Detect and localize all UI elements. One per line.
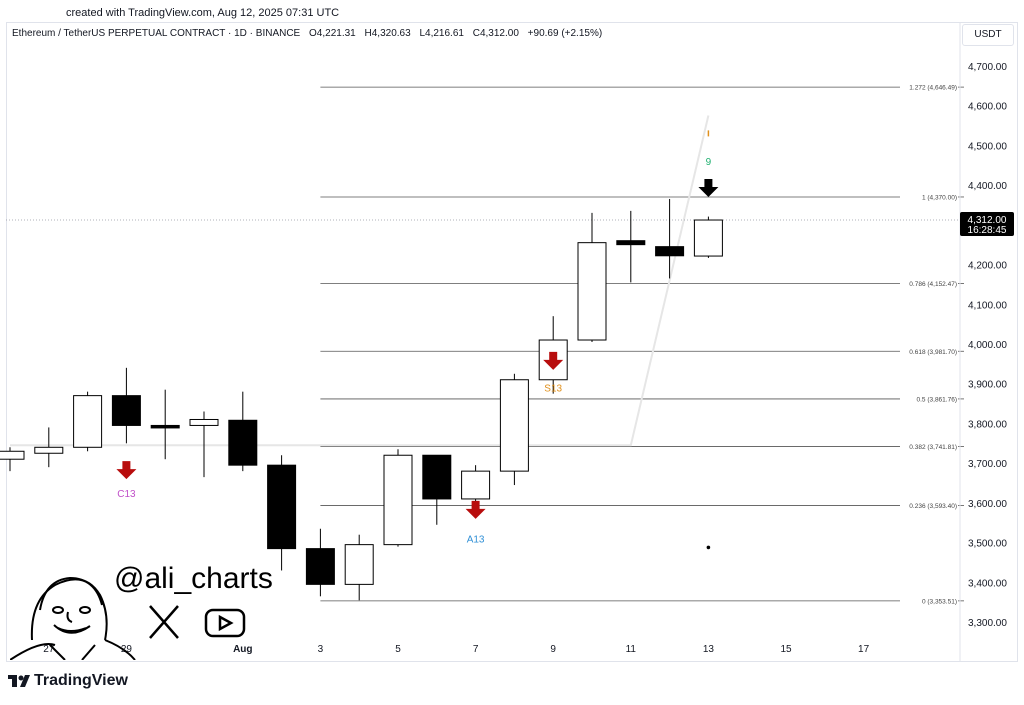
author-watermark [9,540,300,661]
price-axis-label: 3,800.00 [968,419,1007,430]
time-axis-label: 5 [395,644,401,655]
candle-body [267,464,297,550]
price-axis-label: 3,400.00 [968,578,1007,589]
time-axis-label: 17 [858,644,870,655]
price-axis-label: 3,500.00 [968,539,1007,550]
candle-body [461,470,491,500]
candle-body [150,424,180,429]
x-icon [149,605,179,639]
fib-level-label: 0 (3,353.51) [922,598,957,605]
author-handle: @ali_charts [114,562,273,595]
signal-arrow [116,461,137,480]
fib-level-label: 0.618 (3,981.70) [909,349,957,356]
time-axis-label: 15 [780,644,792,655]
price-axis-label: 3,700.00 [968,459,1007,470]
signal-arrow [465,500,486,519]
candle-body [655,246,685,257]
fib-level-label: 1 (4,370.00) [922,194,957,201]
fib-level-label: 0.786 (4,152.47) [909,281,957,288]
tradingview-logo-icon [8,675,30,687]
signal-arrow [543,351,564,370]
currency-selector[interactable]: USDT [962,24,1014,46]
candle-body [616,240,646,246]
bar-countdown: 16:28:45 [968,225,1007,236]
time-axis-label: 11 [626,644,637,655]
price-axis-label: 4,200.00 [968,261,1007,272]
time-axis-label: 7 [473,644,479,655]
fib-level-label: 0.236 (3,593.40) [909,503,957,510]
symbol-name[interactable]: Ethereum / TetherUS PERPETUAL CONTRACT ·… [12,28,301,39]
time-axis-label: 27 [43,644,55,655]
author-avatar [9,576,246,661]
candle-body [577,242,607,341]
candle-body [344,544,374,585]
created-with-text: created with TradingView.com, Aug 12, 20… [66,7,340,19]
time-axis-label: 13 [703,644,715,655]
price-axis-label: 4,500.00 [968,141,1007,152]
price-axis-label: 4,100.00 [968,300,1007,311]
fib-level-label: 0.382 (3,741.81) [909,444,957,451]
price-axis-label: 3,300.00 [968,618,1007,629]
signal-label: A13 [467,535,485,546]
fib-level-label: 1.272 (4,646.49) [909,85,957,92]
time-axis-label: 29 [121,644,133,655]
candle-body [34,446,64,454]
youtube-icon [204,608,246,638]
signal-label: C13 [117,489,136,500]
last-price-value: 4,312.00 [968,215,1007,226]
candle-body [693,219,723,257]
signal-arrow [698,179,719,198]
time-axis-label: 9 [550,644,556,655]
symbol-legend: Ethereum / TetherUS PERPETUAL CONTRACT ·… [12,28,608,39]
time-axis-label: 3 [318,644,324,655]
price-axis-label: 3,600.00 [968,499,1007,510]
signal-label: S13 [544,384,562,395]
tradingview-logo-text: TradingView [34,672,128,689]
price-axis-label: 4,000.00 [968,340,1007,351]
price-axis-label: 4,600.00 [968,102,1007,113]
time-axis-label: Aug [233,644,252,655]
price-axis-label: 4,700.00 [968,62,1007,73]
price-axis-label: 4,400.00 [968,181,1007,192]
candle-body [189,418,219,426]
ohlc-change: +90.69 (+2.15%) [527,28,603,39]
candle-body [305,548,335,585]
signal-label: 9 [706,157,712,168]
candle-body [111,395,141,426]
candle-body [383,454,413,546]
chart-frame [6,22,1018,662]
fib-level-label: 0.5 (3,861.76) [917,396,957,403]
ohlc-open: O4,221.31 [309,28,356,39]
ohlc-high: H4,320.63 [364,28,411,39]
candle-body [0,450,25,460]
ohlc-close: C4,312.00 [472,28,519,39]
price-axis-label: 3,900.00 [968,380,1007,391]
candle-body [73,395,103,448]
ohlc-low: L4,216.61 [419,28,464,39]
marker-dot [706,545,711,550]
tradingview-logo[interactable]: TradingView [8,672,128,690]
candle-body [499,379,529,472]
last-price-tag [960,212,1014,237]
candle-body [228,419,258,466]
trend-line [10,115,710,447]
candle-body [422,454,452,500]
